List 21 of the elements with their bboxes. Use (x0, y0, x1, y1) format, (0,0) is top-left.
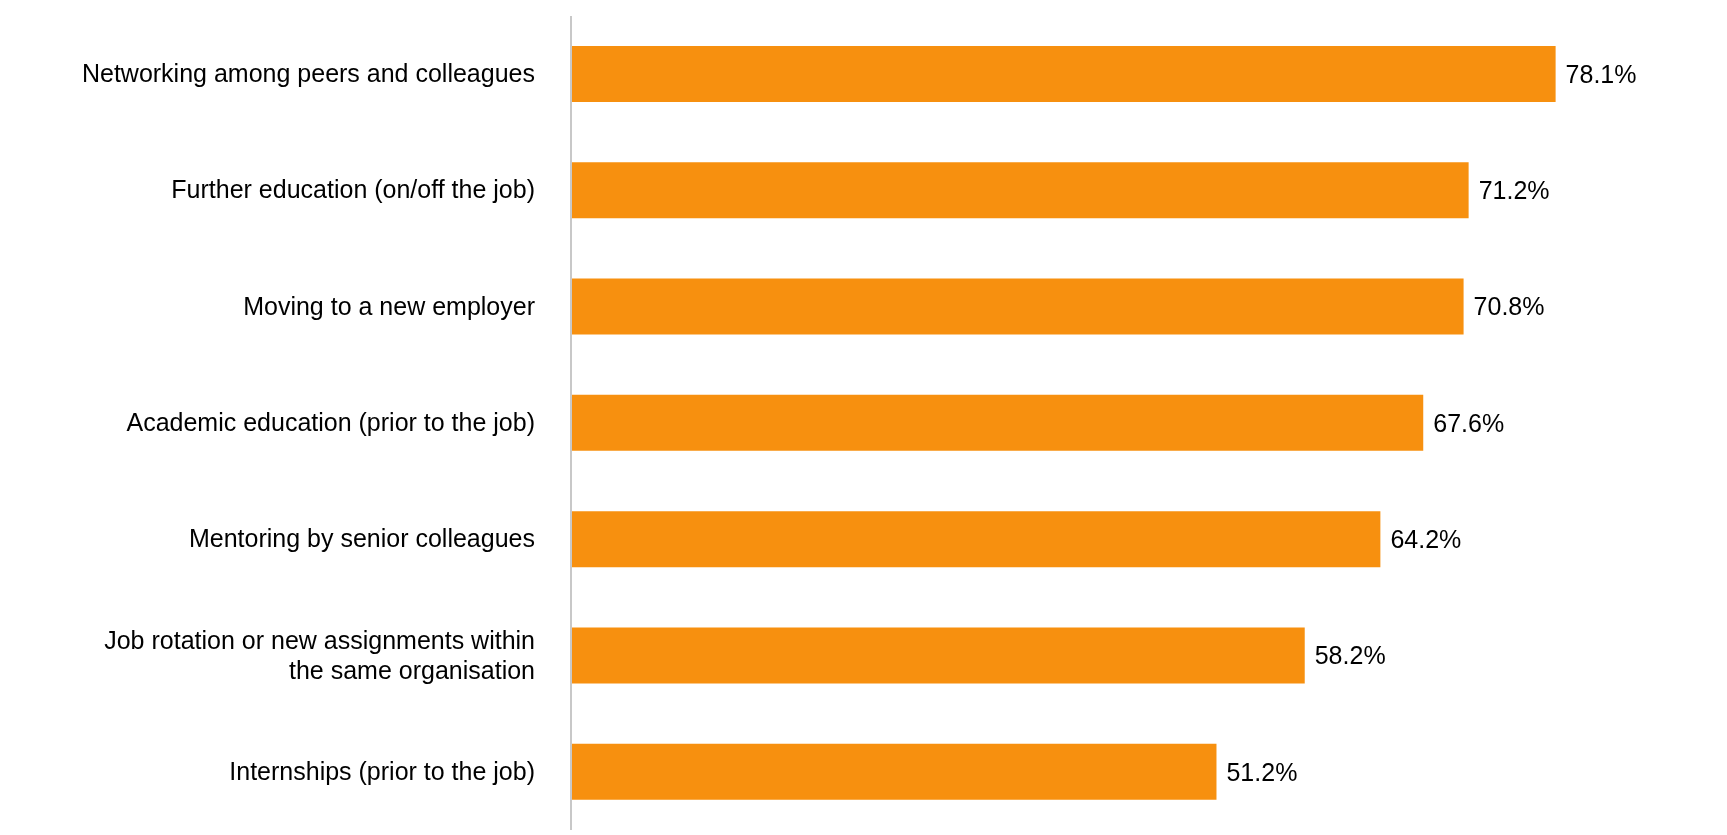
data-label: 78.1% (1565, 59, 1637, 88)
data-label: 67.6% (1433, 408, 1505, 437)
y-tick-label: Moving to a new employer (243, 291, 535, 320)
bar (571, 46, 1556, 102)
bar (571, 627, 1305, 684)
data-label: 70.8% (1473, 292, 1545, 321)
y-tick-label: Mentoring by senior colleagues (188, 524, 535, 553)
data-label: 58.2% (1314, 641, 1386, 670)
y-tick-label: Job rotation or new assignments within the same organisation (104, 625, 535, 684)
y-tick-label: Academic education (prior to the job) (126, 408, 535, 436)
bar (571, 394, 1424, 451)
data-label: 51.2% (1226, 757, 1298, 786)
data-label: 64.2% (1390, 525, 1462, 554)
bar (571, 511, 1381, 568)
y-tick-label: Networking among peers and colleagues (81, 59, 535, 88)
bar (571, 162, 1469, 219)
y-tick-label: Internships (prior to the job) (229, 756, 535, 785)
bar (571, 278, 1464, 335)
y-tick-label: Further education (on/off the job) (171, 175, 535, 204)
data-label: 71.2% (1478, 176, 1550, 205)
bar (571, 743, 1217, 800)
